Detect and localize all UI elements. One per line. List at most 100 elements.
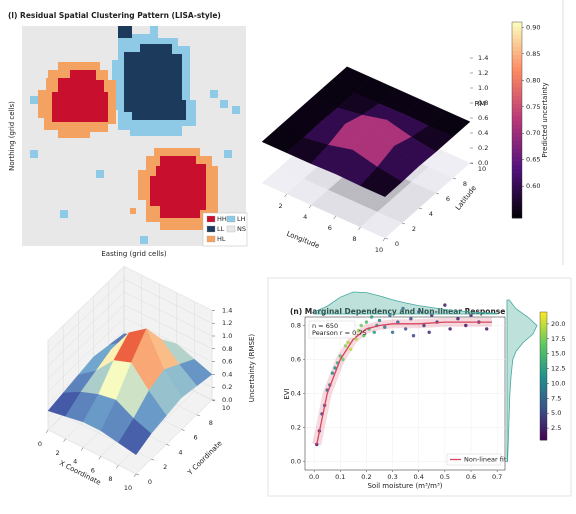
scatter-point xyxy=(338,354,342,358)
colorbar-slice xyxy=(540,432,547,436)
scatter-point xyxy=(484,327,489,331)
z-tick-label: 0.0 xyxy=(222,396,232,404)
colorbar-slice xyxy=(540,378,547,382)
colorbar-slice xyxy=(512,189,522,194)
colorbar-tick-label: 0.90 xyxy=(526,23,540,31)
colorbar-slice xyxy=(540,360,547,364)
colorbar-slice xyxy=(540,384,547,388)
colorbar-slice xyxy=(540,368,547,372)
cell-lh xyxy=(96,170,104,178)
colorbar-slice xyxy=(512,185,522,190)
colorbar-slice xyxy=(512,75,522,80)
colorbar-slice xyxy=(540,349,547,353)
y-tick-label: 4 xyxy=(429,210,433,218)
y-tick-label: 10 xyxy=(478,165,486,173)
marginal-x xyxy=(313,291,498,315)
y-tick-label: 0.6 xyxy=(291,356,301,364)
x-tick-label: 6 xyxy=(328,224,332,232)
colorbar-tick-label: 12.5 xyxy=(551,365,565,373)
x-tick-label: 2 xyxy=(56,449,60,457)
colorbar-slice xyxy=(540,352,547,356)
x-tick-label: 0.5 xyxy=(440,473,450,481)
x-tick xyxy=(333,215,337,220)
colorbar-slice xyxy=(540,322,547,326)
colorbar-slice xyxy=(540,413,547,417)
y-tick-label: 4 xyxy=(178,448,182,456)
x-tick-label: 8 xyxy=(352,235,356,243)
scatter-point xyxy=(401,306,405,311)
y-tick xyxy=(196,414,200,417)
colorbar-slice xyxy=(512,148,522,154)
z-tick-label: 0.8 xyxy=(478,99,488,107)
x-tick-label: 4 xyxy=(73,458,77,466)
x-tick-label: 0.2 xyxy=(361,473,371,481)
colorbar-slice xyxy=(540,426,547,430)
scatter-point xyxy=(333,366,337,370)
cell-hl xyxy=(130,208,136,214)
colorbar-slice xyxy=(512,128,522,133)
colorbar-slice xyxy=(540,418,547,422)
z-tick-label: 1.4 xyxy=(222,306,232,314)
y-tick xyxy=(135,473,140,476)
colorbar-slice xyxy=(540,357,547,361)
cluster-ll xyxy=(124,44,186,120)
x-tick xyxy=(63,438,66,442)
colorbar-slice xyxy=(540,376,547,380)
scatter-point xyxy=(464,323,468,328)
colorbar-slice xyxy=(512,46,522,51)
legend-swatch xyxy=(206,215,216,223)
colorbar-slice xyxy=(540,325,547,329)
colorbar-slice xyxy=(540,354,547,358)
colorbar-tick-label: 0.85 xyxy=(526,50,540,58)
colorbar-tick-label: 17.5 xyxy=(551,335,565,343)
y-tick xyxy=(435,192,440,195)
scatter-point xyxy=(422,323,426,328)
colorbar-slice xyxy=(540,397,547,401)
colorbar-tick-label: 20.0 xyxy=(551,320,565,328)
colorbar-tick-label: 0.70 xyxy=(526,129,540,137)
colorbar-slice xyxy=(540,381,547,385)
colorbar-slice xyxy=(540,429,547,433)
legend-label: HH xyxy=(217,215,227,223)
x-tick-label: 8 xyxy=(108,475,112,483)
cluster-hh xyxy=(52,70,108,122)
annotation-box xyxy=(308,320,356,339)
y-tick-label: 0 xyxy=(395,240,399,248)
legend-label: NS xyxy=(237,225,246,233)
scatter-point xyxy=(456,317,460,321)
scatter-point xyxy=(403,327,408,331)
colorbar-slice xyxy=(512,177,522,182)
legend-swatch xyxy=(206,235,216,243)
scatter-point xyxy=(469,313,473,317)
colorbar-slice xyxy=(512,26,522,31)
z-tick-label: 0.0 xyxy=(478,159,488,167)
colorbar-slice xyxy=(512,136,522,141)
scatter-point xyxy=(364,320,369,324)
colorbar-slice xyxy=(512,95,522,100)
z-tick-label: 1.2 xyxy=(478,69,488,77)
y-tick-label: 2 xyxy=(412,225,416,233)
colorbar-frame xyxy=(511,21,523,219)
colorbar-tick-label: 5.0 xyxy=(551,409,561,417)
colorbar-slice xyxy=(540,424,547,428)
scatter-point xyxy=(362,334,366,338)
colorbar-slice xyxy=(540,370,547,374)
cluster-hh xyxy=(150,156,206,218)
legend-label: LL xyxy=(217,225,225,233)
axis-label: Y Coordinate xyxy=(186,439,224,477)
scatter-point xyxy=(372,330,376,334)
colorbar-slice xyxy=(512,164,522,170)
colorbar-slice xyxy=(540,365,547,369)
colorbar-slice xyxy=(540,386,547,390)
x-tick xyxy=(284,193,287,198)
panel-border xyxy=(267,277,572,497)
scatter-point xyxy=(448,327,452,331)
colorbar-slice xyxy=(512,120,522,125)
y-tick-label: 6 xyxy=(194,434,198,442)
y-tick-label: 10 xyxy=(222,404,230,412)
z-tick-label: 0.2 xyxy=(222,383,232,391)
x-tick xyxy=(133,473,137,478)
colorbar-slice xyxy=(512,144,522,149)
y-axis-label: EVI xyxy=(283,388,291,399)
colorbar-slice xyxy=(512,34,522,39)
